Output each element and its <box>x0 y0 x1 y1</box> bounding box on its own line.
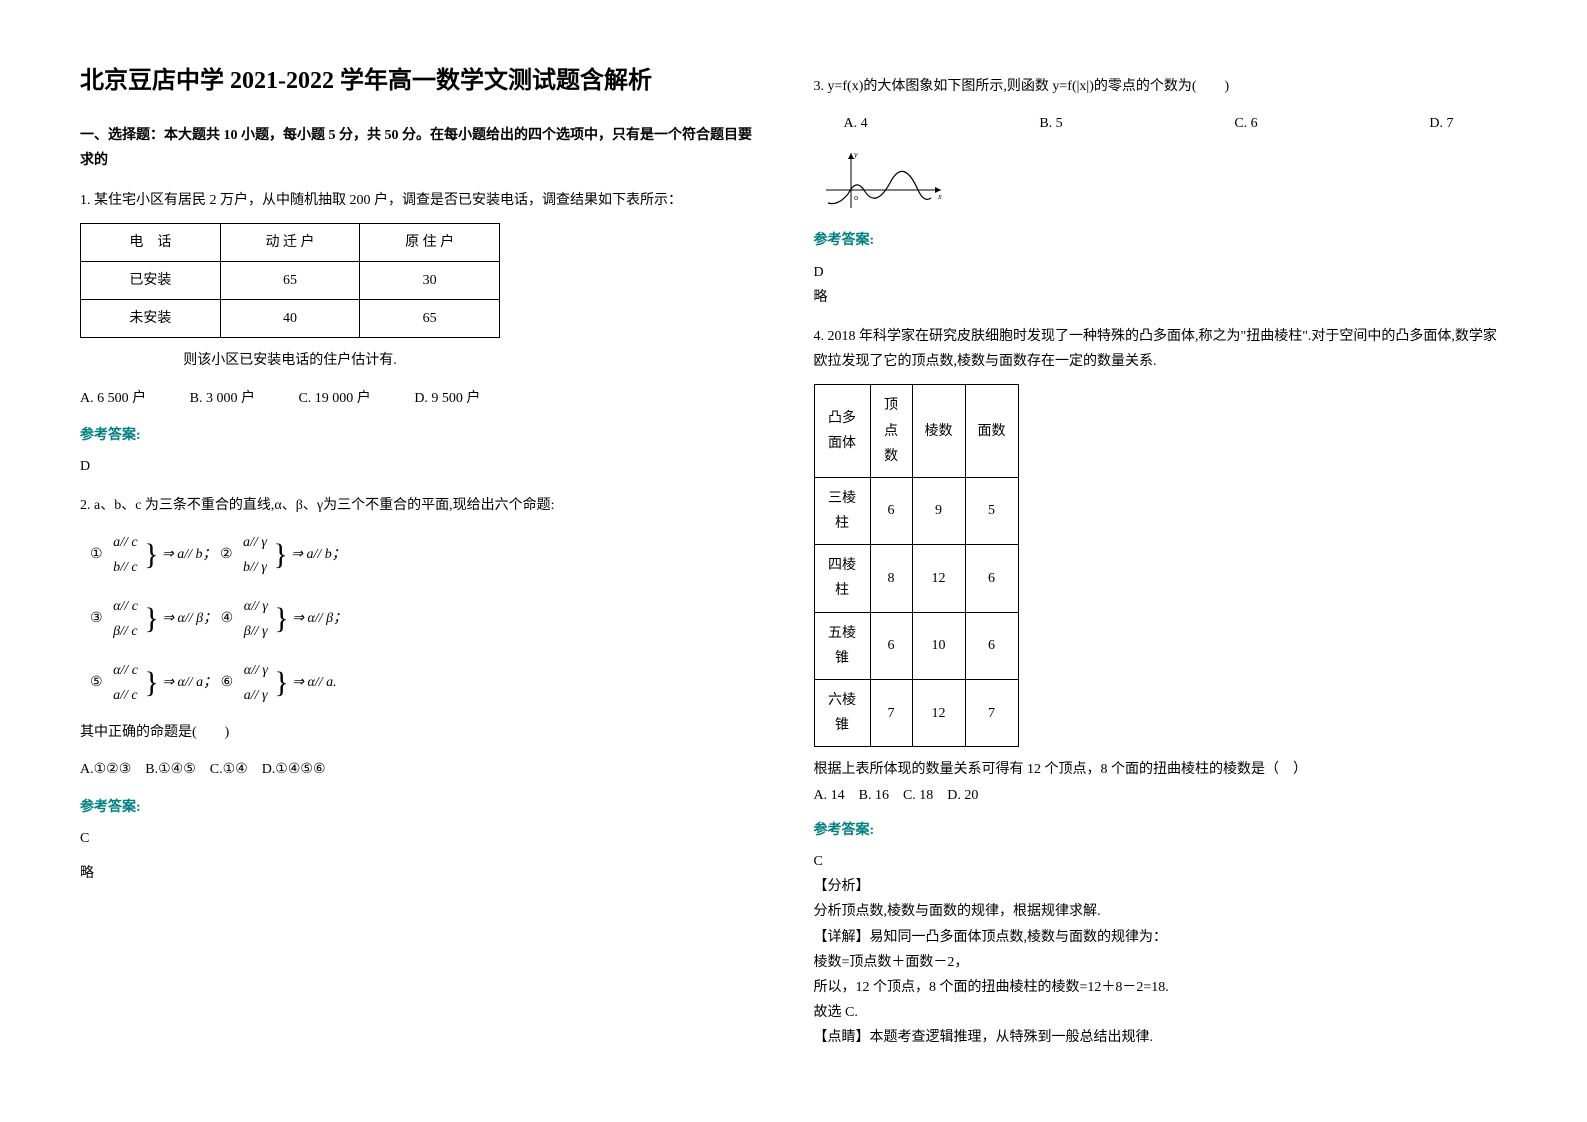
svg-text:o: o <box>854 193 858 202</box>
q2-answer: C <box>80 826 754 851</box>
table-row: 六棱锥7127 <box>814 680 1018 747</box>
q2-tail: 其中正确的命题是( ) <box>80 720 754 745</box>
q2-formula-2: ③ α// cβ// c } ⇒ α// β； ④ α// γβ// γ } ⇒… <box>90 592 754 646</box>
q4-table: 凸多面体 顶点数 棱数 面数 三棱柱695 四棱柱8126 五棱锥6106 六棱… <box>814 384 1019 747</box>
answer-label: 参考答案: <box>814 818 1508 843</box>
table-row: 未安装 40 65 <box>81 300 500 338</box>
q4-analysis-1: 【分析】 <box>814 874 1508 899</box>
q3-graph: y x o <box>826 148 956 218</box>
table-row: 五棱锥6106 <box>814 612 1018 679</box>
right-column: 3. y=f(x)的大体图象如下图所示,则函数 y=f(|x|)的零点的个数为(… <box>794 0 1587 1122</box>
q4-answer: C <box>814 849 1508 874</box>
q1-th-1: 动 迁 户 <box>220 223 360 261</box>
q1-options: A. 6 500 户 B. 3 000 户 C. 19 000 户 D. 9 5… <box>80 386 754 411</box>
q1-answer: D <box>80 454 754 479</box>
section-1-header: 一、选择题：本大题共 10 小题，每小题 5 分，共 50 分。在每小题给出的四… <box>80 123 754 173</box>
question-2: 2. a、b、c 为三条不重合的直线,α、β、γ为三个不重合的平面,现给出六个命… <box>80 493 754 886</box>
svg-text:x: x <box>937 192 942 201</box>
table-row: 凸多面体 顶点数 棱数 面数 <box>814 385 1018 478</box>
q1-th-2: 原 住 户 <box>360 223 500 261</box>
table-row: 电 话 动 迁 户 原 住 户 <box>81 223 500 261</box>
q2-formula-1: ① a// cb// c } ⇒ a// b； ② a// γb// γ } ⇒… <box>90 528 754 582</box>
question-3: 3. y=f(x)的大体图象如下图所示,则函数 y=f(|x|)的零点的个数为(… <box>814 74 1508 310</box>
table-row: 四棱柱8126 <box>814 545 1018 612</box>
q3-skip: 略 <box>814 285 1508 310</box>
q4-stem1: 4. 2018 年科学家在研究皮肤细胞时发现了一种特殊的凸多面体,称之为"扭曲棱… <box>814 324 1508 374</box>
q2-formula-3: ⑤ α// ca// c } ⇒ α// a； ⑥ α// γa// γ } ⇒… <box>90 656 754 710</box>
q2-skip: 略 <box>80 861 754 886</box>
q4-analysis-3: 【详解】易知同一凸多面体顶点数,棱数与面数的规律为： <box>814 925 1508 950</box>
q3-answer: D <box>814 260 1508 285</box>
page-title: 北京豆店中学 2021-2022 学年高一数学文测试题含解析 <box>80 60 754 103</box>
q3-stem: 3. y=f(x)的大体图象如下图所示,则函数 y=f(|x|)的零点的个数为(… <box>814 74 1508 99</box>
q4-analysis-4: 棱数=顶点数＋面数－2， <box>814 950 1508 975</box>
svg-text:y: y <box>853 150 858 159</box>
q4-analysis-7: 【点睛】本题考查逻辑推理，从特殊到一般总结出规律. <box>814 1025 1508 1050</box>
graph-svg: y x o <box>826 148 956 218</box>
q4-analysis-6: 故选 C. <box>814 1000 1508 1025</box>
answer-label: 参考答案: <box>814 228 1508 253</box>
table-row: 已安装 65 30 <box>81 261 500 299</box>
q1-th-0: 电 话 <box>81 223 221 261</box>
answer-label: 参考答案: <box>80 795 754 820</box>
q1-table: 电 话 动 迁 户 原 住 户 已安装 65 30 未安装 40 65 <box>80 223 500 339</box>
q2-stem: 2. a、b、c 为三条不重合的直线,α、β、γ为三个不重合的平面,现给出六个命… <box>80 493 754 518</box>
answer-label: 参考答案: <box>80 423 754 448</box>
q3-options: A. 4 B. 5 C. 6 D. 7 <box>814 111 1494 136</box>
q4-analysis-2: 分析顶点数,棱数与面数的规律，根据规律求解. <box>814 899 1508 924</box>
q1-stem: 1. 某住宅小区有居民 2 万户，从中随机抽取 200 户，调查是否已安装电话，… <box>80 188 754 213</box>
left-column: 北京豆店中学 2021-2022 学年高一数学文测试题含解析 一、选择题：本大题… <box>0 0 794 1122</box>
q2-options: A.①②③ B.①④⑤ C.①④ D.①④⑤⑥ <box>80 757 754 782</box>
question-4: 4. 2018 年科学家在研究皮肤细胞时发现了一种特殊的凸多面体,称之为"扭曲棱… <box>814 324 1508 1051</box>
q4-analysis-5: 所以，12 个顶点，8 个面的扭曲棱柱的棱数=12＋8－2=18. <box>814 975 1508 1000</box>
question-1: 1. 某住宅小区有居民 2 万户，从中随机抽取 200 户，调查是否已安装电话，… <box>80 188 754 480</box>
q4-options: A. 14 B. 16 C. 18 D. 20 <box>814 783 1508 808</box>
table-row: 三棱柱695 <box>814 477 1018 544</box>
q4-stem2: 根据上表所体现的数量关系可得有 12 个顶点，8 个面的扭曲棱柱的棱数是（ ） <box>814 757 1508 782</box>
q1-conclusion: 则该小区已安装电话的住户估计有. <box>80 348 500 373</box>
